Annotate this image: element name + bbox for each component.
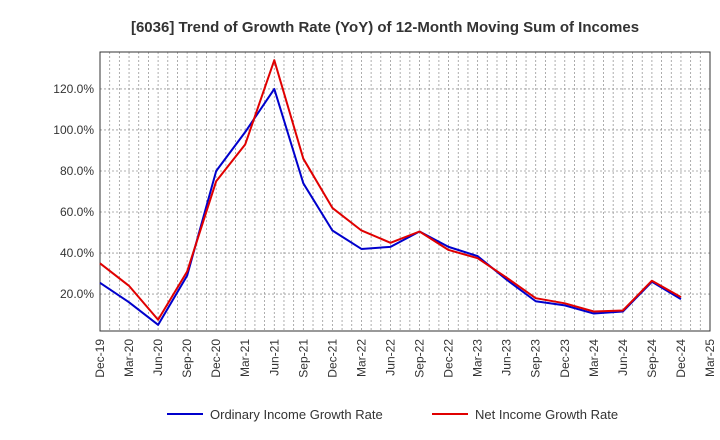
- series-line: [99, 59, 682, 321]
- x-tick-label: Sep-20: [180, 339, 194, 378]
- legend-label: Ordinary Income Growth Rate: [210, 407, 383, 422]
- grid-lines: [100, 52, 710, 331]
- y-tick-label: 120.0%: [53, 82, 94, 96]
- plot-area: [99, 51, 711, 332]
- x-tick-label: Mar-23: [471, 339, 485, 377]
- legend: Ordinary Income Growth Rate Net Income Gr…: [167, 407, 618, 422]
- x-tick-label: Dec-23: [558, 339, 572, 378]
- y-tick-label: 80.0%: [60, 164, 94, 178]
- y-tick-label: 20.0%: [60, 287, 94, 301]
- x-tick-label: Jun-20: [151, 339, 165, 376]
- x-tick-label: Mar-21: [238, 339, 252, 377]
- x-tick-label: Jun-21: [267, 339, 281, 376]
- x-tick-label: Jun-24: [616, 339, 630, 376]
- y-tick-label: 100.0%: [53, 123, 94, 137]
- series-lines: [99, 59, 682, 326]
- x-tick-label: Mar-25: [703, 339, 717, 377]
- x-tick-label: Sep-21: [296, 339, 310, 378]
- x-tick-label: Dec-21: [325, 339, 339, 378]
- x-tick-label: Jun-23: [500, 339, 514, 376]
- x-tick-label: Sep-24: [645, 339, 659, 378]
- x-tick-label: Mar-24: [587, 339, 601, 377]
- legend-label: Net Income Growth Rate: [475, 407, 618, 422]
- x-tick-label: Mar-20: [122, 339, 136, 377]
- x-axis-tick-labels: Dec-19 Mar-20 Jun-20 Sep-20 Dec-20 Mar-21 Jun-…: [93, 339, 717, 378]
- x-tick-label: Dec-20: [209, 339, 223, 378]
- y-tick-label: 60.0%: [60, 205, 94, 219]
- x-tick-label: Dec-22: [442, 339, 456, 378]
- y-axis-tick-labels: 20.0% 40.0% 60.0% 80.0% 100.0% 120.0%: [53, 82, 94, 301]
- chart-title: [6036] Trend of Growth Rate (YoY) of 12-…: [131, 19, 639, 36]
- x-tick-label: Dec-24: [674, 339, 688, 378]
- x-tick-label: Mar-22: [354, 339, 368, 377]
- x-tick-label: Sep-22: [413, 339, 427, 378]
- x-tick-label: Dec-19: [93, 339, 107, 378]
- x-tick-label: Sep-23: [529, 339, 543, 378]
- y-tick-label: 40.0%: [60, 246, 94, 260]
- x-tick-label: Jun-22: [383, 339, 397, 376]
